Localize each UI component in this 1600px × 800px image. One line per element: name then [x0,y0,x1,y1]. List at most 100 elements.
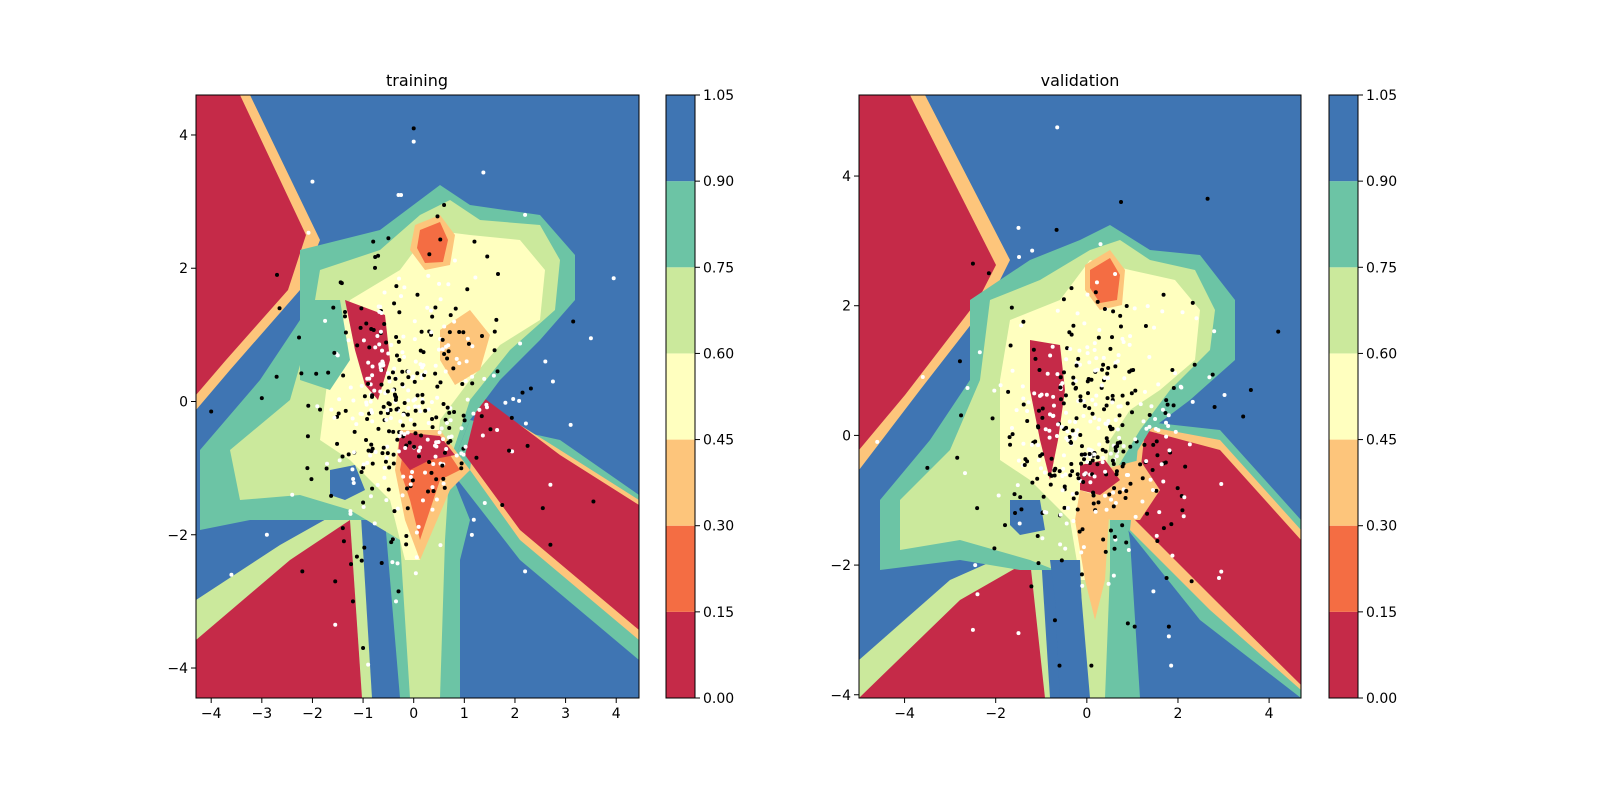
validation-point [1096,335,1101,340]
validation-point [1166,624,1171,629]
validation-point [1082,457,1087,462]
validation-point [1133,388,1138,393]
validation-point [1081,545,1086,550]
validation-point [1049,473,1054,478]
training-point [404,534,409,539]
validation-point [1017,255,1022,260]
validation-point [1064,425,1069,430]
validation-point [1118,324,1123,329]
training-point [355,343,360,348]
training-point [548,542,553,547]
training-point [348,511,353,516]
training-point [423,370,428,375]
training-point [369,410,374,415]
validation-point [1163,410,1168,415]
validation-point [1063,472,1068,477]
training-point [340,454,345,459]
validation-point [1100,455,1105,460]
validation-point [1058,512,1063,517]
training-point [373,449,378,454]
validation-point [1073,378,1078,383]
validation-point [1212,404,1217,409]
validation-point [1122,376,1127,381]
training-point [591,499,596,504]
validation-colorbar-segment [1329,439,1358,526]
validation-point [1008,343,1013,348]
validation-point [1120,423,1125,428]
validation-point [992,546,997,551]
validation-point [1060,381,1065,386]
training-point [448,418,453,423]
training-point [365,460,370,465]
validation-point [1149,404,1154,409]
training-point [451,366,456,371]
training-point [332,350,337,355]
training-point [509,415,514,420]
validation-point [1108,346,1113,351]
training-point [433,371,438,376]
validation-point [1132,624,1137,629]
training-point [394,335,399,340]
validation-point [1021,319,1026,324]
validation-colorbar-tick-label: 1.05 [1366,88,1397,104]
training-point [379,382,384,387]
training-x-tick-label: −4 [201,706,222,722]
validation-point [1109,497,1114,502]
training-title: training [386,71,448,90]
training-point [425,437,430,442]
training-point [444,447,449,452]
validation-point [1210,372,1215,377]
validation-point [1080,527,1085,532]
training-point [415,393,420,398]
validation-point [1155,539,1160,544]
training-axes-frame [195,94,640,699]
training-point [383,459,388,464]
validation-point [1143,323,1148,328]
validation-point [1125,621,1130,626]
training-point [454,453,459,458]
training-point [348,385,353,390]
validation-point [1071,375,1076,380]
training-point [441,402,446,407]
validation-point [1183,464,1188,469]
training-center-orange-b [417,222,448,263]
validation-colorbar-frame [1328,94,1359,699]
validation-point [1095,462,1100,467]
validation-colorbar-segment [1329,181,1358,268]
validation-point [1169,522,1174,527]
validation-point [1175,486,1180,491]
validation-point [1079,444,1084,449]
training-point [364,402,369,407]
training-point [365,376,370,381]
training-point [382,475,387,480]
validation-point [1129,410,1134,415]
validation-point [1089,663,1094,668]
training-point [466,341,471,346]
validation-point [1089,377,1094,382]
validation-point [1079,461,1084,466]
training-point [485,254,490,259]
training-point [523,212,528,217]
training-point [447,410,452,415]
training-point [364,438,369,443]
validation-point [1076,356,1081,361]
validation-point [1082,321,1087,326]
validation-point [1219,569,1224,574]
validation-point [1157,510,1162,515]
training-point [380,451,385,456]
training-point [419,433,424,438]
training-center-green-a [300,300,350,390]
validation-point [1111,490,1116,495]
training-point [396,449,401,454]
training-point [377,342,382,347]
validation-point [1040,406,1045,411]
validation-point [1104,507,1109,512]
validation-point [1063,393,1068,398]
training-point [434,477,439,482]
training-point [349,562,354,567]
validation-point [1035,476,1040,481]
validation-point [1120,393,1125,398]
training-point [337,397,342,402]
training-point [474,455,479,460]
training-point [446,282,451,287]
